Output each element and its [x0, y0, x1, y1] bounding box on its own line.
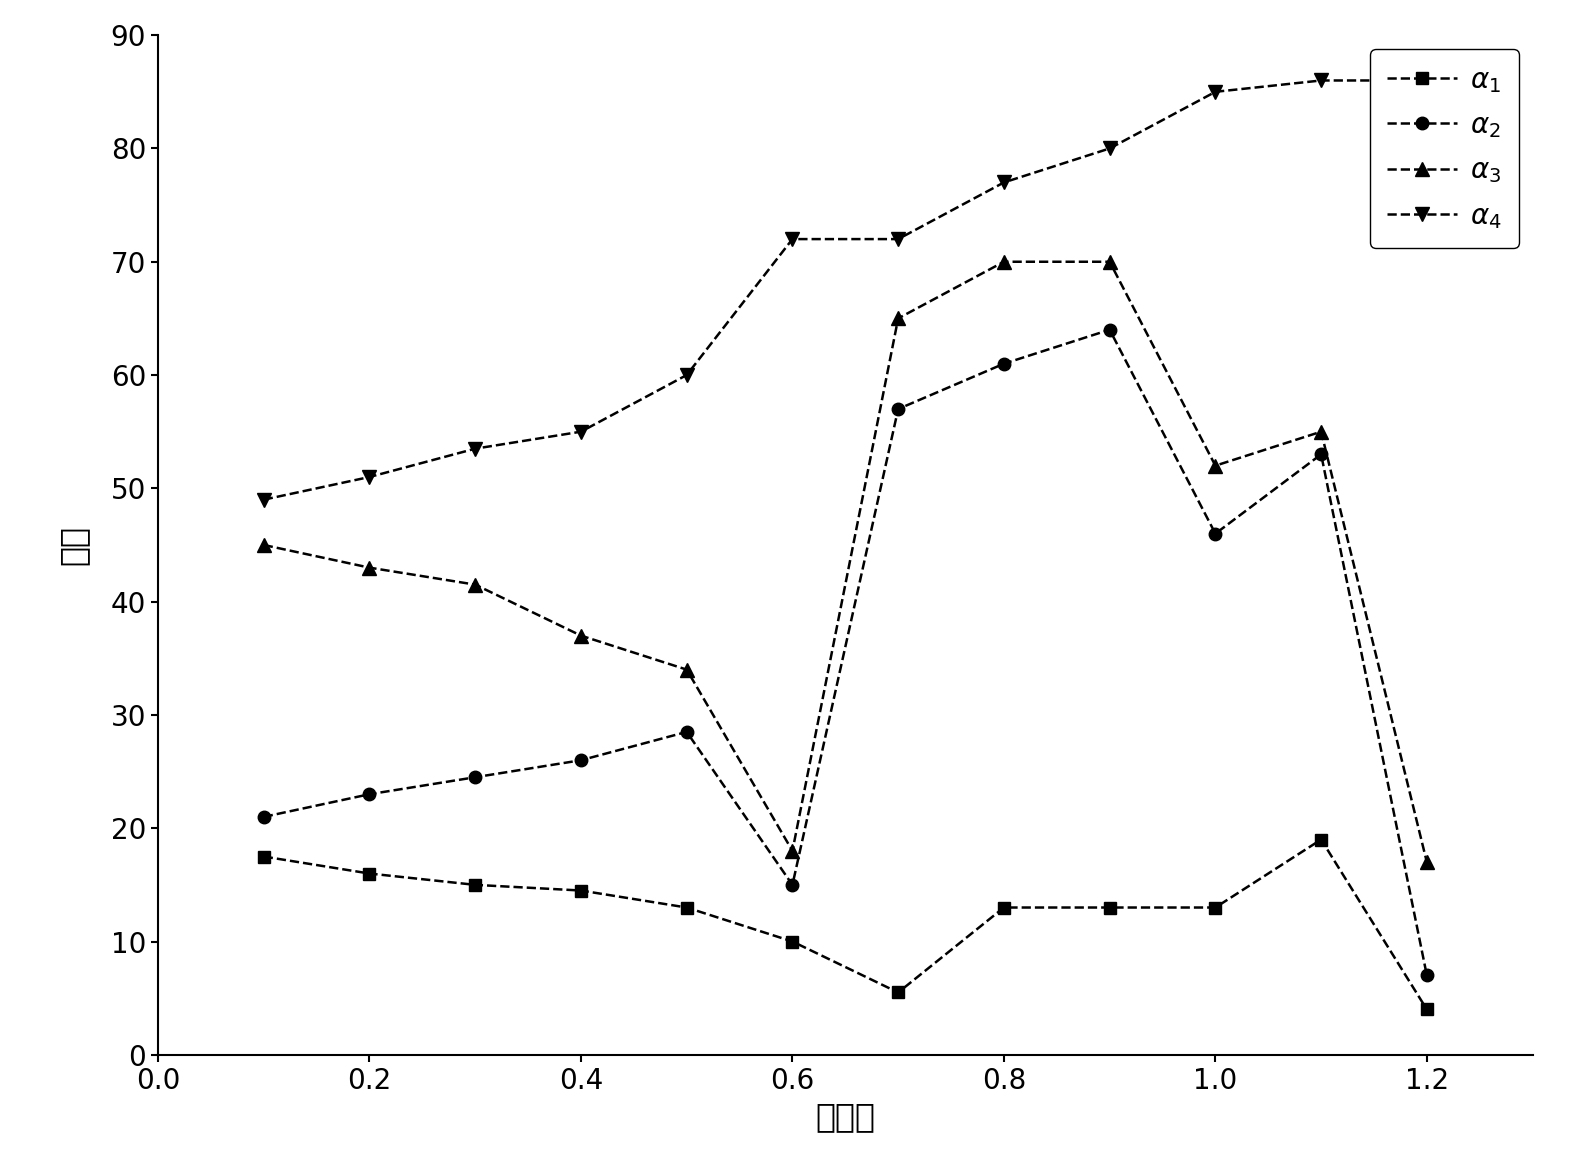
$-\blacktriangle-\alpha_3$ — [1417, 856, 1436, 870]
$-\blacktriangle-\alpha_3$ — [784, 844, 803, 858]
$-\blacktriangle-\alpha_3$ — [254, 538, 273, 552]
$-\mathbf{\square}-\alpha_1$ — [572, 884, 591, 898]
Line: $-\mathbf{\square}-\alpha_1$: $-\mathbf{\square}-\alpha_1$ — [258, 833, 1433, 1016]
$-\mathbf{\square}-\alpha_1$ — [360, 866, 379, 880]
X-axis label: 调制度: 调制度 — [815, 1101, 875, 1133]
$-\mathbf{\square}-\alpha_1$ — [1417, 1002, 1436, 1016]
Line: $-\blacktriangle-\alpha_3$: $-\blacktriangle-\alpha_3$ — [258, 254, 1433, 870]
$-\bullet-\alpha_2$ — [1311, 448, 1330, 462]
Line: $-\bullet-\alpha_2$: $-\bullet-\alpha_2$ — [258, 323, 1433, 982]
$-\mathbf{\square}-\alpha_1$ — [466, 878, 485, 892]
$-\blacktriangle-\alpha_3$ — [678, 662, 697, 676]
Line: $-\blacktriangledown-\alpha_4$: $-\blacktriangledown-\alpha_4$ — [258, 74, 1433, 506]
$-\bullet-\alpha_2$ — [1206, 526, 1224, 540]
$-\blacktriangle-\alpha_3$ — [572, 628, 591, 642]
$-\blacktriangledown-\alpha_4$ — [360, 470, 379, 484]
$-\bullet-\alpha_2$ — [994, 356, 1013, 370]
$-\bullet-\alpha_2$ — [572, 754, 591, 768]
$-\blacktriangledown-\alpha_4$ — [888, 232, 907, 246]
$-\blacktriangledown-\alpha_4$ — [1206, 84, 1224, 98]
$-\blacktriangle-\alpha_3$ — [1100, 254, 1119, 268]
$-\blacktriangledown-\alpha_4$ — [678, 368, 697, 382]
$-\mathbf{\square}-\alpha_1$ — [888, 986, 907, 1000]
Legend: $\alpha_1$, $\alpha_2$, $\alpha_3$, $\alpha_4$: $\alpha_1$, $\alpha_2$, $\alpha_3$, $\al… — [1370, 49, 1518, 247]
$-\blacktriangle-\alpha_3$ — [466, 578, 485, 592]
$-\mathbf{\square}-\alpha_1$ — [784, 934, 803, 948]
$-\mathbf{\square}-\alpha_1$ — [994, 900, 1013, 914]
$-\bullet-\alpha_2$ — [678, 724, 697, 740]
$-\bullet-\alpha_2$ — [888, 402, 907, 416]
$-\bullet-\alpha_2$ — [254, 810, 273, 824]
$-\blacktriangledown-\alpha_4$ — [1100, 142, 1119, 156]
$-\mathbf{\square}-\alpha_1$ — [1206, 900, 1224, 914]
$-\blacktriangle-\alpha_3$ — [888, 312, 907, 326]
$-\blacktriangle-\alpha_3$ — [1206, 458, 1224, 472]
$-\blacktriangledown-\alpha_4$ — [466, 442, 485, 456]
$-\mathbf{\square}-\alpha_1$ — [254, 850, 273, 864]
$-\bullet-\alpha_2$ — [466, 770, 485, 784]
$-\mathbf{\square}-\alpha_1$ — [1311, 832, 1330, 846]
$-\bullet-\alpha_2$ — [1417, 968, 1436, 982]
$-\blacktriangledown-\alpha_4$ — [254, 492, 273, 506]
Y-axis label: 角度: 角度 — [57, 525, 90, 565]
$-\mathbf{\square}-\alpha_1$ — [678, 900, 697, 914]
$-\blacktriangledown-\alpha_4$ — [1311, 74, 1330, 88]
$-\bullet-\alpha_2$ — [1100, 322, 1119, 336]
$-\bullet-\alpha_2$ — [784, 878, 803, 892]
$-\blacktriangledown-\alpha_4$ — [784, 232, 803, 246]
$-\blacktriangle-\alpha_3$ — [360, 560, 379, 574]
$-\blacktriangledown-\alpha_4$ — [1417, 74, 1436, 88]
$-\blacktriangle-\alpha_3$ — [1311, 424, 1330, 438]
$-\blacktriangledown-\alpha_4$ — [994, 176, 1013, 190]
$-\blacktriangledown-\alpha_4$ — [572, 424, 591, 438]
$-\blacktriangle-\alpha_3$ — [994, 254, 1013, 268]
$-\bullet-\alpha_2$ — [360, 788, 379, 802]
$-\mathbf{\square}-\alpha_1$ — [1100, 900, 1119, 914]
